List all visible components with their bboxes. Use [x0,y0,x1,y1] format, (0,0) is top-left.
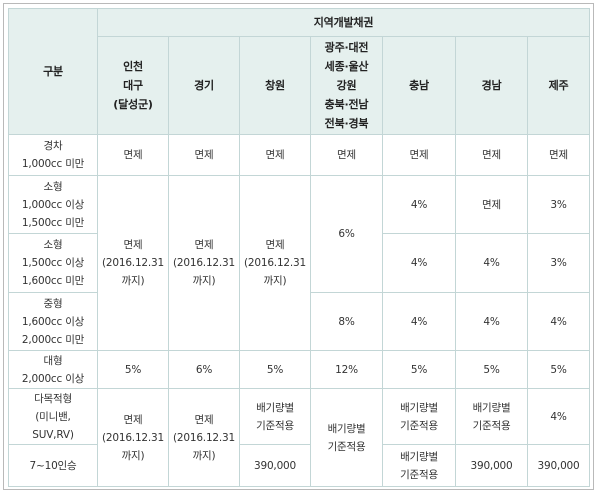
cell-value: 5% [455,350,528,389]
cell-value: 면제 [168,134,240,176]
cell-value: 3% [527,175,590,234]
row-multi: 다목적형 (미니밴, SUV,RV) 면제 (2016.12.31 까지) 면제… [8,388,590,487]
row-large: 대형 2,000cc 이상 5% 6% 5% 12% 5% 5% 5% [8,350,590,389]
cell-value: 4% [527,388,590,445]
cell-exempt-until: 면제 (2016.12.31 까지) [97,175,169,351]
region-gwangju-group: 광주·대전 세종·울산 강원 충북·전남 전북·경북 [310,36,383,135]
cell-value: 면제 [382,134,456,176]
cell-displacement-standard: 배기량별 기준적용 [455,388,528,445]
cell-value: 12% [310,350,383,389]
cell-displacement-standard: 배기량별 기준적용 [310,388,383,487]
cell-value: 면제 [310,134,383,176]
region-jeju: 제주 [527,36,590,135]
cell-displacement-standard: 배기량별 기준적용 [239,388,311,445]
cell-displacement-standard: 배기량별 기준적용 [382,388,456,445]
region-gyeonggi: 경기 [168,36,240,135]
region-incheon-daegu: 인천 대구 (달성군) [97,36,169,135]
cell-value: 면제 [97,134,169,176]
cell-displacement-standard: 배기량별 기준적용 [382,444,456,487]
cell-value: 4% [455,233,528,293]
region-chungnam: 충남 [382,36,456,135]
row-seats: 7~10인승 390,000 배기량별 기준적용 390,000 390,000 [8,444,590,487]
row-label-small-2: 소형 1,500cc 이상 1,600cc 미만 [8,233,98,293]
cell-value: 면제 [527,134,590,176]
cell-value: 4% [527,292,590,351]
row-label-compact: 경차 1,000cc 미만 [8,134,98,176]
cell-value: 4% [382,175,456,234]
cell-value: 6% [310,175,383,293]
bond-rate-table: 구분 지역개발채권 인천 대구 (달성군) 경기 창원 광주·대전 세종·울산 … [8,8,590,487]
cell-value: 5% [239,350,311,389]
row-mid: 중형 1,600cc 이상 2,000cc 미만 8% 4% 4% 4% [8,292,590,351]
cell-value: 390,000 [527,444,590,487]
region-gyeongnam: 경남 [455,36,528,135]
cell-exempt-until: 면제 (2016.12.31 까지) [97,388,169,487]
cell-exempt-until: 면제 (2016.12.31 까지) [168,175,240,351]
cell-value: 면제 [455,175,528,234]
cell-value: 면제 [239,134,311,176]
row-label-multi: 다목적형 (미니밴, SUV,RV) [8,388,98,445]
cell-value: 4% [382,233,456,293]
header-row-1: 구분 지역개발채권 [8,8,590,135]
cell-value: 8% [310,292,383,351]
row-small-2: 소형 1,500cc 이상 1,600cc 미만 4% 4% 3% [8,233,590,293]
row-small-1: 소형 1,000cc 이상 1,500cc 미만 면제 (2016.12.31 … [8,175,590,351]
cell-value: 4% [382,292,456,351]
cell-exempt-until: 면제 (2016.12.31 까지) [239,175,311,351]
cell-value: 390,000 [455,444,528,487]
row-label-large: 대형 2,000cc 이상 [8,350,98,389]
region-changwon: 창원 [239,36,311,135]
header-row-2: 인천 대구 (달성군) 경기 창원 광주·대전 세종·울산 강원 충북·전남 전… [9,36,590,135]
cell-exempt-until: 면제 (2016.12.31 까지) [168,388,240,487]
cell-value: 면제 [455,134,528,176]
cell-value: 390,000 [239,444,311,487]
row-label-seats: 7~10인승 [8,444,98,487]
cell-value: 5% [527,350,590,389]
cell-value: 5% [97,350,169,389]
cell-value: 3% [527,233,590,293]
cell-value: 4% [455,292,528,351]
group-header: 지역개발채권 [97,8,590,37]
row-compact: 경차 1,000cc 미만 면제 면제 면제 면제 면제 면제 면제 [8,134,590,176]
row-label-small-1: 소형 1,000cc 이상 1,500cc 미만 [8,175,98,234]
cell-value: 6% [168,350,240,389]
cell-value: 5% [382,350,456,389]
row-label-mid: 중형 1,600cc 이상 2,000cc 미만 [8,292,98,351]
category-header: 구분 [8,8,98,135]
